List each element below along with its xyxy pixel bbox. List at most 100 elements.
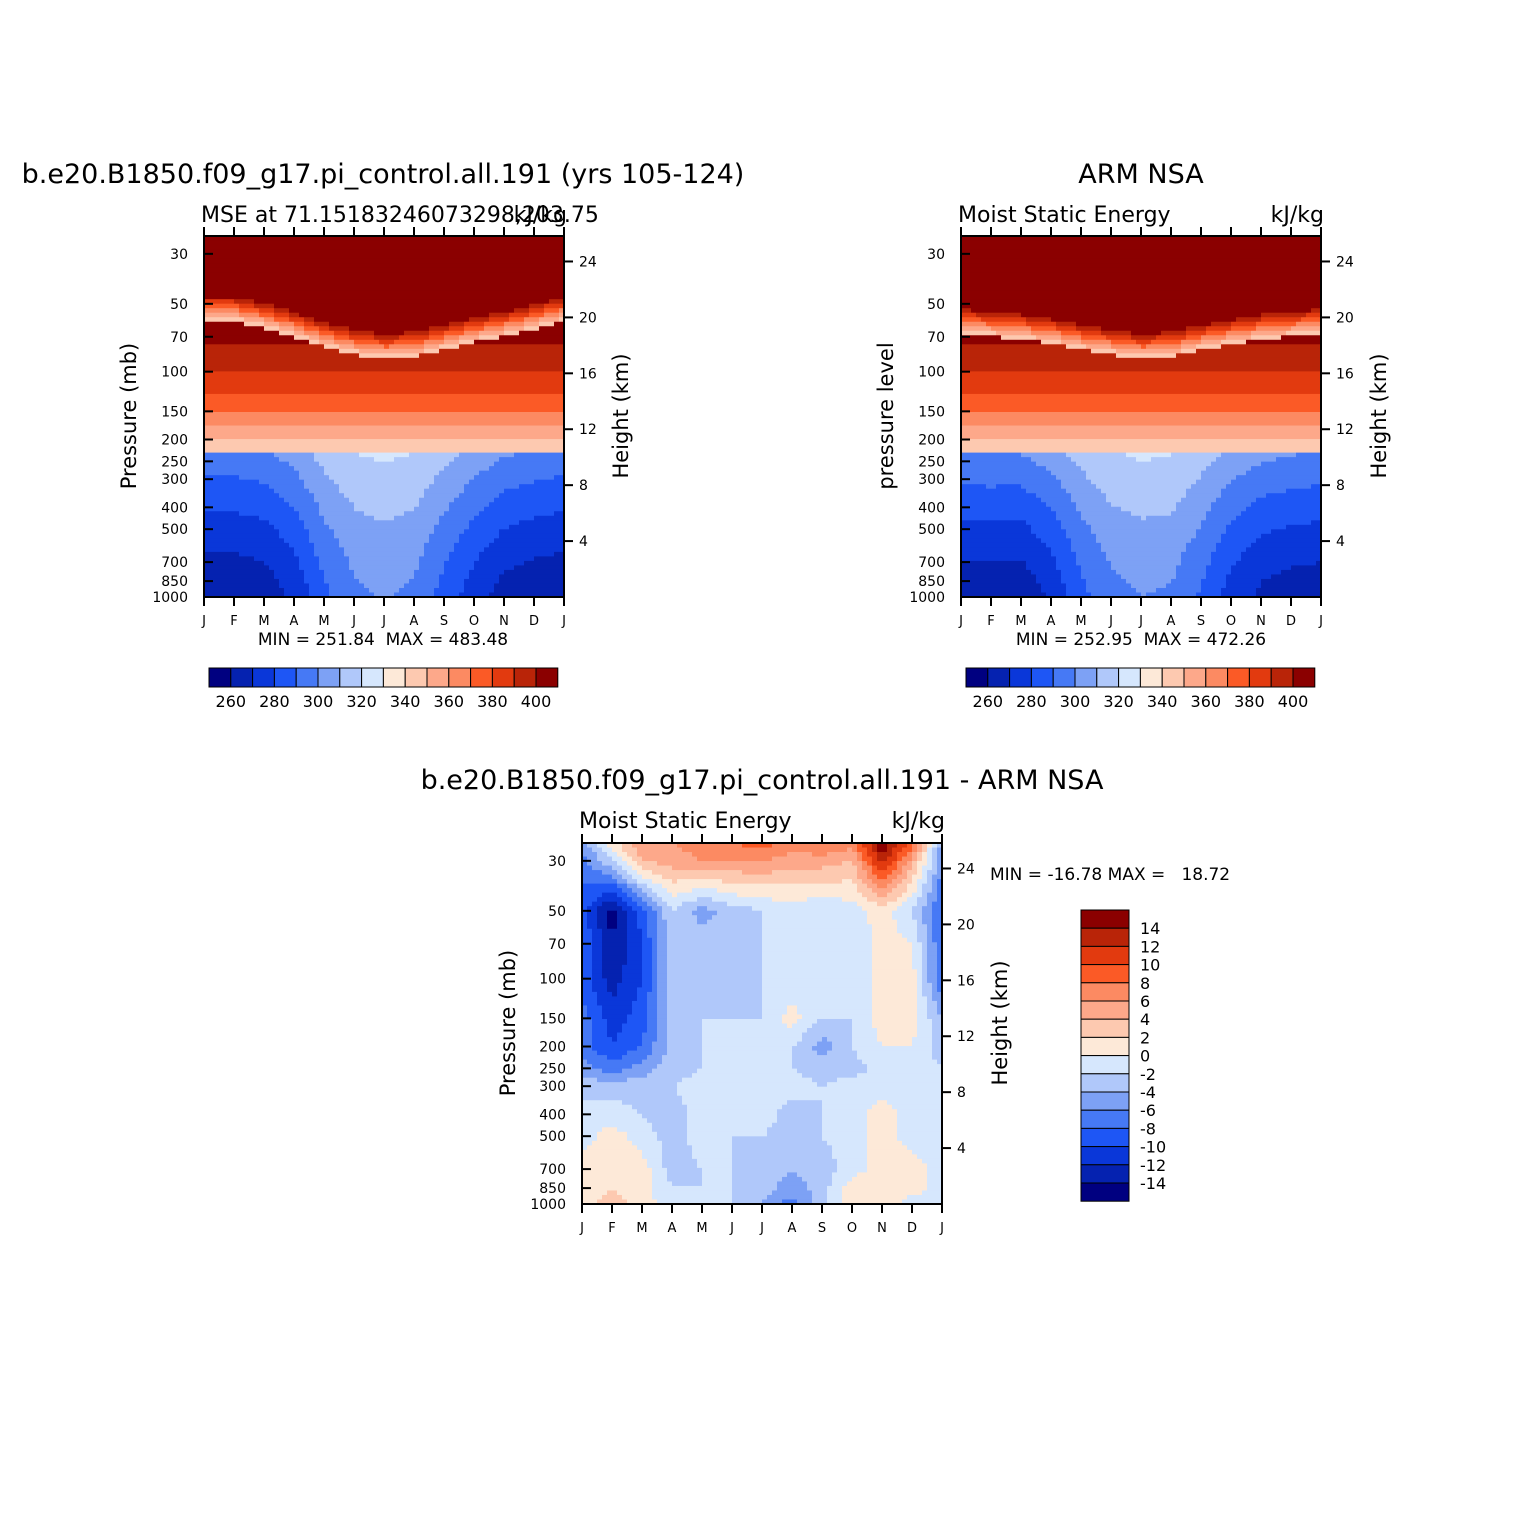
contour-cell [254,267,260,273]
contour-cell [454,321,460,327]
contour-cell [279,538,285,544]
contour-cell [274,312,280,318]
contour-cell [439,466,445,472]
contour-cell [489,330,495,336]
contour-cell [479,511,485,517]
contour-cell [294,520,300,526]
contour-cell [309,457,315,463]
contour-cell [309,520,315,526]
contour-cell [364,371,370,377]
contour-cell [429,258,435,264]
contour-cell [299,366,305,372]
contour-cell [469,407,475,413]
contour-cell [309,299,315,305]
contour-cell [499,384,505,391]
contour-cell [284,339,290,345]
contour-cell [514,258,520,264]
contour-cell [429,574,435,580]
contour-cell [449,448,455,454]
contour-cell [234,398,240,404]
contour-cell [354,484,360,490]
contour-cell [404,497,410,503]
contour-cell [249,592,255,597]
contour-cell [489,236,495,242]
contour-cell [344,357,350,363]
contour-cell [384,267,390,273]
contour-cell [364,475,370,481]
contour-cell [259,533,265,539]
contour-cell [374,515,380,521]
contour-cell [479,326,485,332]
contour-cell [354,236,360,242]
contour-cell [414,281,420,287]
contour-cell [469,533,475,539]
contour-cell [374,569,380,576]
contour-cell [239,574,245,580]
contour-cell [329,470,335,476]
contour-cell [409,276,415,282]
contour-cell [254,416,260,422]
contour-cell [369,556,375,562]
contour-cell [254,592,260,597]
contour-cell [514,335,520,341]
contour-cell [354,380,360,386]
contour-cell [254,335,260,341]
contour-cell [259,362,265,368]
contour-cell [219,249,225,255]
contour-cell [299,587,305,594]
contour-cell [424,236,430,242]
contour-cell [299,357,305,363]
contour-cell [489,326,495,332]
contour-cell [314,484,320,490]
contour-cell [409,592,415,597]
contour-cell [424,484,430,490]
contour-cell [234,339,240,345]
contour-cell [264,398,270,404]
contour-cell [474,569,480,576]
contour-cell [484,434,490,440]
contour-cell [269,565,275,571]
contour-cell [274,551,280,557]
contour-cell [224,236,230,242]
contour-cell [439,389,445,395]
contour-cell [239,578,245,585]
contour-cell [304,421,310,427]
contour-cell [364,267,370,273]
contour-cell [254,493,260,499]
contour-cell [484,475,490,481]
contour-cell [209,443,215,449]
contour-cell [309,421,315,427]
contour-cell [264,281,270,287]
contour-cell [394,263,400,269]
contour-cell [434,258,440,264]
contour-cell [364,466,370,472]
contour-cell [284,587,290,594]
contour-cell [409,502,415,508]
contour-cell [444,335,450,341]
contour-cell [424,565,430,571]
contour-cell [349,348,355,354]
contour-cell [354,452,360,458]
contour-cell [374,389,380,395]
contour-cell [209,493,215,499]
contour-cell [424,240,430,246]
contour-cell [319,542,325,548]
contour-cell [344,344,350,350]
contour-cell [359,312,365,318]
contour-cell [219,542,225,548]
contour-cell [369,560,375,567]
contour-cell [259,524,265,530]
contour-cell [264,285,270,291]
contour-cell [234,371,240,377]
contour-cell [509,533,515,539]
contour-cell [454,312,460,318]
contour-cell [394,578,400,585]
contour-cell [429,411,435,418]
contour-cell [249,267,255,273]
contour-cell [494,434,500,440]
contour-cell [494,276,500,282]
contour-cell [469,254,475,260]
contour-cell [349,371,355,377]
contour-cell [499,344,505,350]
contour-cell [444,457,450,463]
